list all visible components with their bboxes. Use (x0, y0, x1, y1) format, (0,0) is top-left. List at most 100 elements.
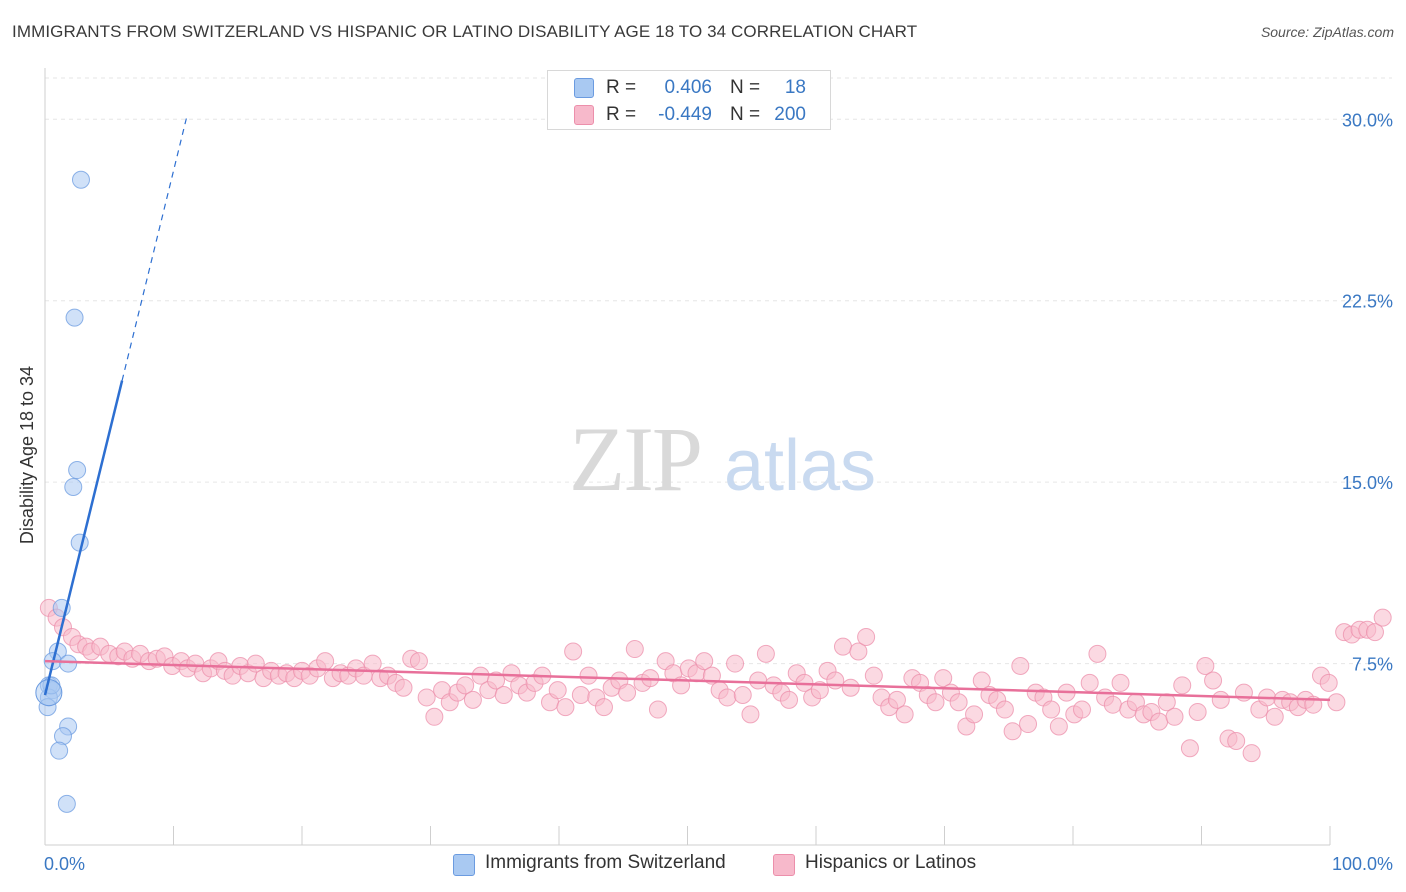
legend-n-label: N = (730, 77, 761, 98)
point-hispanic (1111, 673, 1130, 692)
grid-layer (45, 77, 1392, 665)
point-hispanic (1173, 676, 1192, 695)
point-hispanic (618, 683, 637, 702)
point-switzerland (71, 170, 90, 189)
y-tick-label: 7.5% (1352, 655, 1393, 675)
y-axis-label: Disability Age 18 to 34 (17, 366, 37, 544)
point-switzerland (65, 308, 84, 327)
legend-r-label: R = (606, 104, 637, 125)
point-hispanic (749, 671, 768, 690)
point-hispanic (571, 686, 590, 705)
series-legend: Immigrants from Switzerland Hispanics or… (0, 852, 1406, 878)
point-hispanic (463, 690, 482, 709)
point-hispanic (648, 700, 667, 719)
point-hispanic (1150, 712, 1169, 731)
point-hispanic (1196, 656, 1215, 675)
point-hispanic (864, 666, 883, 685)
legend-swatch-switzerland (574, 78, 594, 98)
legend-row-hispanic: R = -0.449 N = 200 (548, 101, 830, 127)
point-hispanic (780, 690, 799, 709)
point-hispanic (887, 690, 906, 709)
point-hispanic (1103, 695, 1122, 714)
legend-n-label: N = (730, 104, 761, 125)
point-hispanic (417, 688, 436, 707)
point-hispanic (1227, 731, 1246, 750)
trend-line-switzerland (43, 380, 124, 696)
series-swatch-switzerland (453, 854, 475, 876)
point-hispanic (1080, 673, 1099, 692)
point-switzerland (50, 741, 69, 760)
point-hispanic (316, 652, 335, 671)
point-hispanic (1019, 715, 1038, 734)
point-hispanic (1088, 644, 1107, 663)
legend-r-value: 0.406 (664, 77, 712, 98)
point-hispanic (741, 705, 760, 724)
point-hispanic (1003, 722, 1022, 741)
point-switzerland (59, 654, 78, 673)
point-hispanic (1265, 707, 1284, 726)
x-tick-label: 0.0% (44, 854, 85, 874)
legend-swatch-hispanic (574, 105, 594, 125)
point-hispanic (1072, 700, 1091, 719)
point-hispanic (926, 693, 945, 712)
point-hispanic (594, 698, 613, 717)
legend-r-value: -0.449 (658, 104, 712, 125)
source-credit: Source: ZipAtlas.com (1260, 24, 1394, 40)
point-hispanic (949, 693, 968, 712)
point-hispanic (1165, 707, 1184, 726)
series-label: Hispanics or Latinos (805, 852, 977, 873)
point-hispanic (1011, 656, 1030, 675)
trend-line-hispanic (44, 659, 1331, 702)
point-hispanic (1211, 690, 1230, 709)
point-hispanic (965, 705, 984, 724)
point-hispanic (934, 669, 953, 688)
y-tick-label: 15.0% (1342, 473, 1393, 493)
point-hispanic (1365, 623, 1384, 642)
point-hispanic (409, 652, 428, 671)
legend-n-value: 200 (774, 104, 806, 125)
point-switzerland (57, 794, 76, 813)
point-hispanic (857, 627, 876, 646)
point-hispanic (726, 654, 745, 673)
point-hispanic (564, 642, 583, 661)
watermark-atlas: atlas (724, 426, 876, 506)
point-hispanic (756, 644, 775, 663)
point-hispanic (579, 666, 598, 685)
chart-title: IMMIGRANTS FROM SWITZERLAND VS HISPANIC … (12, 22, 918, 41)
y-tick-label: 30.0% (1342, 110, 1393, 130)
point-hispanic (1188, 702, 1207, 721)
point-hispanic (833, 637, 852, 656)
tick-labels: 7.5% 15.0% 22.5% 30.0% 0.0% 100.0% (44, 110, 1393, 874)
point-hispanic (995, 700, 1014, 719)
point-switzerland (64, 477, 83, 496)
point-switzerland (68, 461, 87, 480)
point-hispanic (1042, 700, 1061, 719)
point-hispanic (826, 671, 845, 690)
point-hispanic (394, 678, 413, 697)
points-layer (35, 170, 1392, 813)
correlation-legend: R = 0.406 N = 18 R = -0.449 N = 200 (547, 70, 831, 130)
point-hispanic (733, 686, 752, 705)
point-hispanic (1049, 717, 1068, 736)
legend-r-label: R = (606, 77, 637, 98)
point-hispanic (841, 678, 860, 697)
point-hispanic (487, 671, 506, 690)
series-swatch-hispanic (773, 854, 795, 876)
point-hispanic (895, 705, 914, 724)
point-hispanic (810, 681, 829, 700)
point-hispanic (548, 681, 567, 700)
point-hispanic (849, 642, 868, 661)
point-hispanic (494, 686, 513, 705)
watermark-zip: ZIP (569, 408, 701, 510)
point-hispanic (556, 698, 575, 717)
y-tick-label: 22.5% (1342, 292, 1393, 312)
series-label: Immigrants from Switzerland (485, 852, 726, 873)
point-hispanic (1319, 673, 1338, 692)
point-hispanic (718, 688, 737, 707)
point-hispanic (1327, 693, 1346, 712)
x-tick-label: 100.0% (1332, 854, 1393, 874)
watermark: ZIP atlas (569, 408, 876, 510)
point-hispanic (625, 640, 644, 659)
legend-n-value: 18 (784, 77, 806, 98)
